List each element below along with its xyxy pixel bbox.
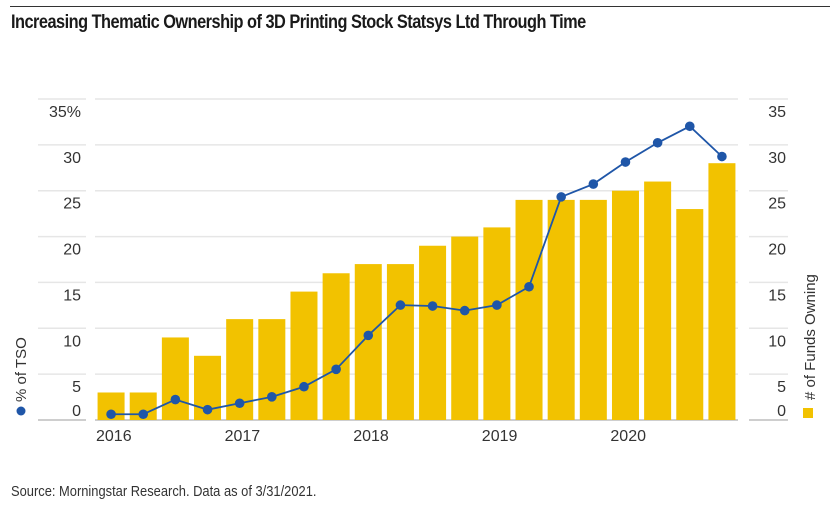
- data-point: [234, 398, 245, 409]
- right-tick-label: 5: [777, 379, 786, 396]
- data-point: [267, 392, 277, 402]
- bar: [515, 199, 543, 420]
- bar: [483, 227, 511, 420]
- data-point: [620, 157, 631, 167]
- data-point: [556, 192, 566, 202]
- line-legend-marker-icon: [16, 406, 26, 416]
- right-tick-label: 15: [768, 287, 786, 304]
- bar: [161, 337, 189, 420]
- x-axis-ticks: 2016 2017 2018 2019 2020: [96, 428, 646, 445]
- right-axis-legend: # of Funds Owning: [802, 274, 819, 418]
- x-tick-label: 2018: [353, 428, 389, 445]
- right-tick-label: 35: [768, 104, 786, 121]
- right-tick-label: 25: [768, 196, 786, 213]
- x-tick-label: 2017: [225, 428, 261, 445]
- left-axis-legend: % of TSO: [13, 337, 30, 416]
- bar: [354, 264, 382, 420]
- bar: [547, 199, 575, 420]
- data-point: [331, 364, 341, 375]
- data-point: [106, 409, 116, 420]
- data-point: [652, 137, 663, 148]
- bar: [258, 319, 286, 420]
- left-tick-label: 5: [72, 379, 81, 396]
- right-axis-ticks: 35 30 25 20 15 10 5 0: [768, 104, 786, 420]
- line-series: [106, 121, 727, 420]
- bars: [97, 163, 736, 420]
- bar: [451, 236, 479, 420]
- left-axis-title: % of TSO: [13, 337, 30, 402]
- data-point: [202, 404, 213, 415]
- left-tick-label: 35%: [49, 104, 81, 121]
- x-tick-label: 2016: [96, 428, 132, 445]
- data-point: [684, 121, 695, 132]
- right-axis-title: # of Funds Owning: [802, 274, 819, 400]
- left-tick-label: 15: [63, 287, 81, 304]
- right-tick-label: 20: [768, 242, 786, 259]
- source-note: Source: Morningstar Research. Data as of…: [11, 483, 317, 500]
- right-tick-label: 0: [777, 403, 786, 420]
- data-point: [717, 151, 727, 162]
- bar: [644, 181, 672, 420]
- left-axis-ticks: 35% 30 25 20 15 10 5 0: [49, 104, 81, 420]
- bar-legend-marker-icon: [803, 408, 813, 418]
- top-rule: [10, 6, 830, 7]
- bar: [676, 209, 704, 420]
- bar: [290, 291, 318, 420]
- data-point: [427, 301, 438, 311]
- left-tick-label: 30: [63, 150, 81, 167]
- bar: [579, 199, 607, 420]
- bar: [419, 245, 447, 420]
- left-tick-label: 25: [63, 196, 81, 213]
- data-point: [170, 394, 181, 405]
- left-tick-label: 20: [63, 242, 81, 259]
- series-line: [111, 125, 723, 416]
- data-point: [395, 300, 406, 310]
- data-point: [299, 381, 309, 392]
- data-point: [459, 305, 470, 316]
- x-tick-label: 2020: [610, 428, 646, 445]
- data-point: [363, 330, 374, 341]
- bar: [322, 273, 350, 420]
- chart-title: Increasing Thematic Ownership of 3D Prin…: [11, 12, 586, 33]
- data-point: [492, 300, 502, 310]
- bar: [708, 163, 736, 420]
- left-tick-label: 0: [72, 403, 81, 420]
- bar: [386, 264, 414, 420]
- x-tick-label: 2019: [482, 428, 518, 445]
- data-point: [138, 409, 149, 420]
- right-tick-label: 10: [768, 333, 786, 350]
- left-tick-label: 10: [63, 333, 81, 350]
- data-point: [524, 281, 534, 292]
- data-point: [588, 179, 599, 189]
- bar: [611, 190, 639, 420]
- right-tick-label: 30: [768, 150, 786, 167]
